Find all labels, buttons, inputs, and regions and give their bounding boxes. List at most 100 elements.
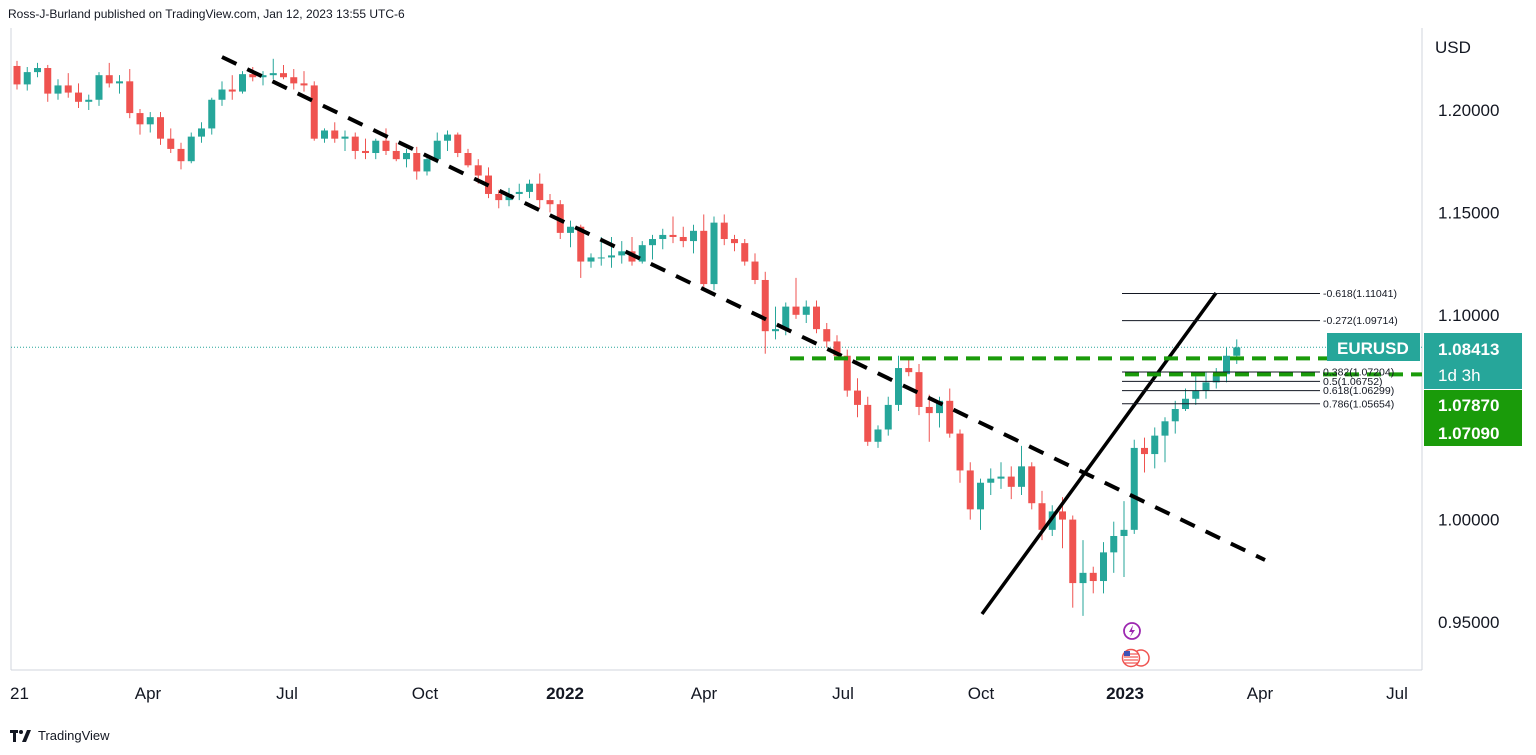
level-badge-bg [1424, 390, 1522, 418]
candle-body [23, 72, 31, 85]
candle-body [351, 136, 359, 151]
candle-body [321, 130, 328, 139]
candle [915, 363, 923, 416]
candle [823, 322, 831, 348]
candle [433, 132, 441, 164]
candle-body [1059, 511, 1066, 520]
fib-level[interactable]: 0.5(1.06752) [1122, 376, 1383, 388]
candle [536, 173, 544, 209]
candle-body [1171, 409, 1179, 422]
candles-series [13, 58, 1241, 616]
currency-label: USD [1435, 38, 1471, 57]
candle [966, 462, 974, 520]
candle-body [1089, 572, 1097, 582]
candle-body [1120, 529, 1128, 536]
candle [403, 148, 410, 168]
time-tick-label: Apr [691, 684, 718, 703]
event-icons[interactable] [1121, 622, 1150, 668]
candle-body [136, 113, 144, 125]
candle-body [1192, 390, 1200, 399]
fib-level[interactable]: -0.272(1.09714) [1122, 315, 1398, 327]
candle-body [854, 390, 861, 405]
candle [454, 132, 462, 158]
candle [690, 224, 697, 254]
candle-body [433, 140, 441, 160]
candle-body [813, 306, 820, 330]
candle-body [977, 482, 984, 510]
level-price-badge: 1.07870 [1424, 390, 1522, 418]
candle [34, 62, 41, 78]
candle-body [710, 222, 718, 285]
fib-level[interactable]: -0.618(1.11041) [1122, 288, 1397, 300]
price-tick-label: 1.00000 [1438, 511, 1499, 530]
candle-body [1233, 347, 1241, 356]
candle-body [987, 478, 995, 483]
candle [300, 71, 308, 92]
candle-body [864, 404, 872, 442]
candle-body [833, 341, 841, 356]
time-axis[interactable]: 21 Apr Jul Oct 2022 Apr Jul Oct 2023 Apr Jul [10, 684, 1408, 703]
fib-level[interactable]: 0.618(1.06299) [1122, 385, 1394, 397]
level-badge-bg [1424, 418, 1522, 446]
candle-body [403, 153, 410, 160]
us-flag-events-icon[interactable] [1121, 648, 1150, 668]
candle-body [218, 89, 226, 100]
candle-body [454, 134, 462, 154]
candle-body [382, 140, 390, 151]
candle-body [895, 368, 902, 405]
time-tick-label: Oct [968, 684, 995, 703]
candle [761, 271, 769, 354]
candle [167, 128, 175, 154]
candle-body [669, 234, 677, 237]
candle [587, 253, 595, 268]
candle [310, 81, 318, 141]
candle-body [1079, 572, 1087, 584]
candle [618, 241, 626, 264]
candle [772, 306, 779, 340]
candle-body [751, 261, 759, 280]
time-tick-label: Jul [1386, 684, 1408, 703]
candle-body [761, 279, 769, 332]
candle-body [608, 255, 615, 258]
candle [1130, 439, 1138, 534]
candle-body [772, 329, 779, 332]
candle [567, 220, 574, 248]
candle [146, 112, 154, 133]
candle [1007, 466, 1015, 500]
fib-level[interactable]: 0.382(1.07204) [1122, 367, 1394, 379]
candle-body [126, 81, 134, 114]
price-tick-label: 1.10000 [1438, 306, 1499, 325]
candle [1120, 501, 1128, 577]
candle-body [649, 239, 656, 246]
fib-level[interactable]: 0.786(1.05654) [1122, 398, 1394, 410]
candle-body [105, 75, 113, 84]
time-tick-label: 2022 [546, 684, 584, 703]
fibonacci-retracement[interactable]: -0.618(1.11041) -0.272(1.09714) 0.382(1.07… [1122, 288, 1398, 410]
candle-body [823, 329, 831, 342]
price-axis[interactable]: USD 1.20000 1.15000 1.10000 1.00000 0.95000 [1435, 38, 1499, 632]
candle-body [198, 128, 205, 137]
candle [956, 429, 964, 483]
candle-body [546, 200, 554, 205]
candle-body [577, 226, 585, 262]
candle-body [966, 470, 974, 510]
candle-body [34, 68, 41, 73]
candle [638, 241, 646, 264]
lightning-event-icon[interactable] [1123, 622, 1141, 640]
candle [515, 183, 523, 201]
candle [218, 81, 226, 106]
candle [1028, 462, 1036, 510]
candle-body [638, 245, 646, 262]
candle-body [536, 183, 544, 201]
candle [1100, 542, 1107, 594]
last-price-box [1424, 333, 1522, 389]
candle-body [64, 85, 72, 93]
candle [628, 236, 636, 266]
candle [608, 236, 615, 268]
candle-body [341, 136, 349, 139]
candle-body [874, 429, 882, 442]
candle-body [1018, 466, 1025, 487]
price-labels: EURUSD 1.08413 1d 3h 1.07870 1.07090 [1327, 333, 1522, 446]
candle [1223, 347, 1230, 383]
